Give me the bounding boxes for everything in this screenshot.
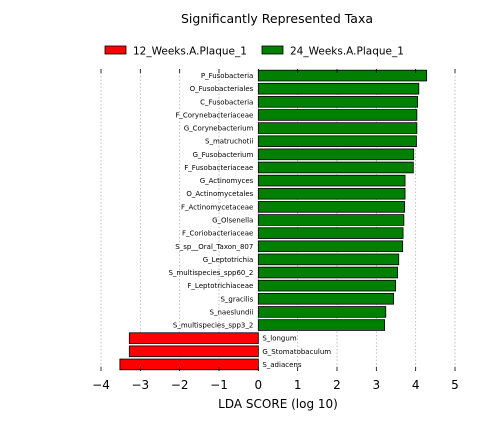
x-axis-label: LDA SCORE (log 10) <box>218 397 338 411</box>
x-tick-label: −2 <box>171 378 189 392</box>
bar <box>257 148 415 161</box>
bar <box>257 187 406 200</box>
legend-label-1: 24_Weeks.A.Plaque_1 <box>290 46 404 58</box>
category-label: C_Fusobacteria <box>200 98 253 106</box>
category-label: F_Corynebacteriaceae <box>175 111 253 119</box>
x-tick-label: 4 <box>412 378 420 392</box>
bar <box>128 332 259 344</box>
bar <box>119 358 259 371</box>
category-label: S_longum <box>262 335 296 343</box>
x-tick-label: 2 <box>333 378 341 392</box>
category-label: S_sp__Oral_Taxon_807 <box>175 243 253 251</box>
legend-swatch-1 <box>261 45 284 55</box>
category-label: P_Fusobacteria <box>201 72 253 80</box>
x-tick-label: −1 <box>210 378 228 392</box>
category-label: G_Olsenella <box>212 217 253 225</box>
category-label: S_multispecies_spp60_2 <box>168 269 253 277</box>
bar <box>257 82 420 95</box>
category-label: O_Fusobacteriales <box>190 85 254 93</box>
category-label: G_Fusobacterium <box>193 151 254 159</box>
bar <box>257 279 397 292</box>
bar <box>257 227 404 239</box>
bar <box>257 253 400 266</box>
bar <box>257 266 398 279</box>
category-labels: P_Fusobacteria O_Fusobacteriales C_Fusobac… <box>168 72 331 369</box>
bar <box>257 109 418 121</box>
category-label: G_Stomatobaculum <box>262 348 331 356</box>
bar <box>257 306 387 318</box>
category-label: S_multispecies_spp3_2 <box>173 322 253 330</box>
x-tick-label: 0 <box>255 378 263 392</box>
bar <box>257 69 428 82</box>
x-tick-label: 3 <box>373 378 381 392</box>
category-label: F_Coriobacteriaceae <box>182 230 253 238</box>
x-tick-label: −3 <box>131 378 149 392</box>
bar <box>257 135 417 148</box>
category-label: S_gracilis <box>220 295 253 303</box>
x-tick-label: 5 <box>451 378 459 392</box>
chart-title: Significantly Represented Taxa <box>181 11 373 26</box>
bar <box>257 201 406 213</box>
bar <box>257 96 419 108</box>
x-tick-label: 1 <box>294 378 302 392</box>
bar <box>257 161 414 174</box>
legend: 12_Weeks.A.Plaque_1 24_Weeks.A.Plaque_1 <box>104 45 404 58</box>
category-label: G_Leptotrichia <box>203 256 254 264</box>
x-axis: −4 −3 −2 −1 0 1 2 3 4 5 <box>92 69 459 392</box>
category-label: S_adiacens <box>262 361 302 369</box>
bar <box>257 122 418 134</box>
bar <box>257 292 395 305</box>
category-label: F_Actinomycetaceae <box>181 203 253 211</box>
category-label: O_Actinomycetales <box>186 190 253 198</box>
category-label: G_Corynebacterium <box>184 125 254 133</box>
bar <box>257 214 405 226</box>
category-label: F_Fusobacteriaceae <box>184 164 253 172</box>
category-label: G_Actinomyces <box>200 177 254 185</box>
legend-swatch-0 <box>104 45 127 55</box>
x-tick-label: −4 <box>92 378 110 392</box>
category-label: F_Leptotrichiaceae <box>187 282 253 290</box>
bars <box>119 69 428 371</box>
bar <box>257 174 406 187</box>
bar <box>257 240 404 253</box>
bar <box>128 345 259 358</box>
legend-label-0: 12_Weeks.A.Plaque_1 <box>133 46 247 58</box>
category-label: S_matruchotii <box>205 138 253 146</box>
category-label: S_naeslundii <box>210 308 254 316</box>
bar <box>257 319 385 331</box>
